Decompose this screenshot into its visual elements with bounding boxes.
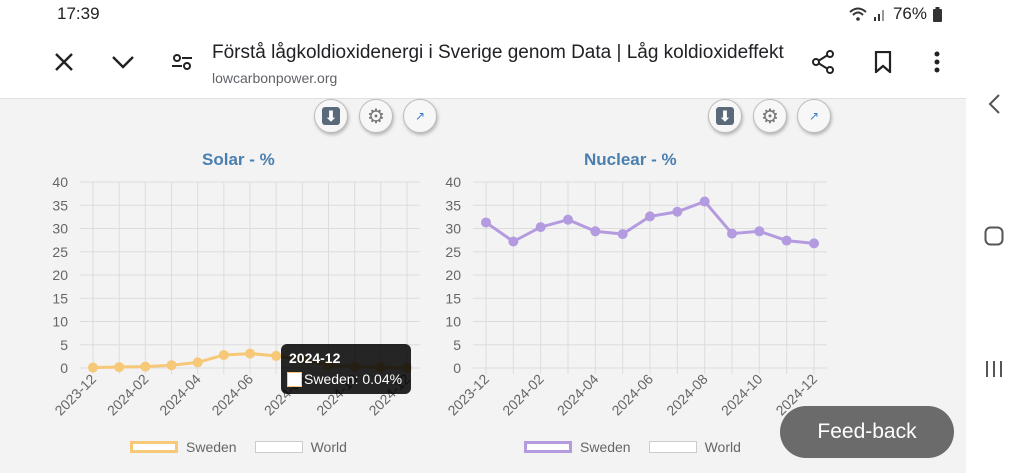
page-content: ⬇ ⚙ ↗ ⬇ ⚙ ↗ Solar - % Nuclear - %	[0, 98, 966, 473]
tooltip-title: 2024-12	[289, 350, 341, 366]
bookmark-icon[interactable]	[863, 42, 903, 82]
battery-icon	[933, 6, 942, 22]
signal-icon	[873, 10, 884, 21]
recents-icon[interactable]	[984, 359, 1004, 379]
chart-tooltip: 2024-12 Sweden: 0.04%	[281, 344, 411, 394]
legend-label-world[interactable]: World	[704, 439, 741, 455]
feedback-button[interactable]: Feed-back	[780, 406, 954, 458]
legend-label-sweden[interactable]: Sweden	[580, 439, 631, 455]
gear-icon: ⚙	[367, 105, 385, 128]
legend-swatch-sweden[interactable]	[130, 441, 178, 453]
solar-chart-title: Solar - %	[202, 150, 275, 169]
chevron-down-icon[interactable]	[103, 42, 143, 82]
solar-expand-button[interactable]: ↗	[403, 99, 437, 133]
solar-legend: Sweden World	[130, 439, 347, 455]
share-icon[interactable]	[803, 42, 843, 82]
nuclear-chart-title: Nuclear - %	[584, 150, 677, 169]
battery-percent: 76%	[892, 4, 927, 23]
expand-icon: ↗	[414, 109, 426, 123]
page-url: lowcarbonpower.org	[212, 70, 338, 86]
home-icon[interactable]	[984, 226, 1004, 246]
wifi-icon	[849, 7, 867, 21]
download-icon: ⬇	[322, 107, 340, 125]
download-icon: ⬇	[716, 107, 734, 125]
solar-download-button[interactable]: ⬇	[314, 99, 348, 133]
page-title: Förstå lågkoldioxidenergi i Sverige geno…	[212, 42, 784, 63]
legend-label-world[interactable]: World	[310, 439, 347, 455]
legend-swatch-sweden[interactable]	[524, 441, 572, 453]
system-nav-bar	[966, 0, 1024, 473]
expand-icon: ↗	[808, 109, 820, 123]
nuclear-legend: Sweden World	[524, 439, 741, 455]
gear-icon: ⚙	[761, 105, 779, 128]
more-menu-icon[interactable]	[917, 42, 957, 82]
tooltip-text: Sweden: 0.04%	[304, 371, 403, 387]
legend-swatch-world[interactable]	[254, 441, 303, 453]
status-time: 17:39	[57, 4, 100, 23]
legend-label-sweden[interactable]: Sweden	[186, 439, 237, 455]
status-indicators: 76%	[849, 4, 942, 24]
back-icon[interactable]	[986, 93, 1002, 115]
nuclear-settings-button[interactable]: ⚙	[753, 99, 787, 133]
tooltip-swatch	[287, 372, 302, 387]
screen: 17:39 76% Förstå lågkoldioxiden	[0, 0, 966, 473]
browser-toolbar: Förstå lågkoldioxidenergi i Sverige geno…	[0, 30, 966, 98]
nuclear-download-button[interactable]: ⬇	[708, 99, 742, 133]
nuclear-expand-button[interactable]: ↗	[797, 99, 831, 133]
site-settings-icon[interactable]	[162, 42, 202, 82]
solar-settings-button[interactable]: ⚙	[359, 99, 393, 133]
close-icon[interactable]	[44, 42, 84, 82]
legend-swatch-world[interactable]	[648, 441, 697, 453]
